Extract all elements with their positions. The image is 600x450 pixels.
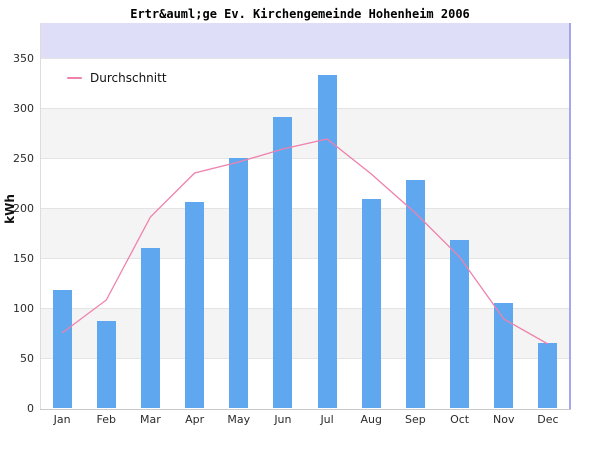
gridline-200 bbox=[40, 208, 570, 209]
gridline-50 bbox=[40, 358, 570, 359]
bar-aug bbox=[361, 199, 381, 408]
bar-mar bbox=[140, 248, 160, 408]
x-label-may: May bbox=[227, 413, 251, 426]
x-axis-line bbox=[40, 409, 571, 410]
plot-band-gray bbox=[40, 308, 570, 358]
y-tick-350: 350 bbox=[13, 52, 34, 65]
plot-left-border bbox=[40, 23, 41, 409]
legend-label: Durchschnitt bbox=[90, 71, 167, 85]
durchschnitt-line bbox=[61, 138, 549, 345]
plot-right-border bbox=[569, 23, 571, 409]
bar-dec bbox=[538, 343, 558, 408]
x-label-jul: Jul bbox=[320, 413, 334, 426]
bar-may bbox=[229, 158, 249, 408]
gridline-150 bbox=[40, 258, 570, 259]
x-label-nov: Nov bbox=[493, 413, 515, 426]
x-label-oct: Oct bbox=[450, 413, 470, 426]
x-label-apr: Apr bbox=[185, 413, 205, 426]
bar-apr bbox=[185, 202, 205, 408]
plot-band-top bbox=[40, 23, 570, 58]
y-tick-200: 200 bbox=[13, 202, 34, 215]
y-tick-150: 150 bbox=[13, 252, 34, 265]
x-label-aug: Aug bbox=[360, 413, 382, 426]
x-label-feb: Feb bbox=[96, 413, 116, 426]
x-label-dec: Dec bbox=[537, 413, 559, 426]
y-tick-50: 50 bbox=[20, 352, 34, 365]
y-tick-0: 0 bbox=[27, 402, 34, 415]
bar-jan bbox=[52, 290, 72, 408]
bar-jul bbox=[317, 75, 337, 408]
bar-sep bbox=[405, 180, 425, 408]
bar-nov bbox=[494, 303, 514, 408]
chart-title: Ertr&auml;ge Ev. Kirchengemeinde Hohenhe… bbox=[130, 7, 470, 21]
legend: Durchschnitt bbox=[67, 71, 167, 85]
legend-line-swatch-icon bbox=[67, 77, 82, 79]
bar-oct bbox=[450, 240, 470, 408]
gridline-100 bbox=[40, 308, 570, 309]
x-label-jun: Jun bbox=[274, 413, 292, 426]
gridline-350 bbox=[40, 58, 570, 59]
plot-band-gray bbox=[40, 208, 570, 258]
x-label-jan: Jan bbox=[53, 413, 71, 426]
bar-feb bbox=[96, 321, 116, 408]
y-tick-100: 100 bbox=[13, 302, 34, 315]
bar-jun bbox=[273, 117, 293, 408]
x-label-sep: Sep bbox=[405, 413, 426, 426]
y-tick-300: 300 bbox=[13, 102, 34, 115]
y-tick-250: 250 bbox=[13, 152, 34, 165]
plot-area bbox=[40, 23, 570, 409]
gridline-250 bbox=[40, 158, 570, 159]
gridline-300 bbox=[40, 108, 570, 109]
plot-band-gray bbox=[40, 108, 570, 158]
x-label-mar: Mar bbox=[140, 413, 161, 426]
